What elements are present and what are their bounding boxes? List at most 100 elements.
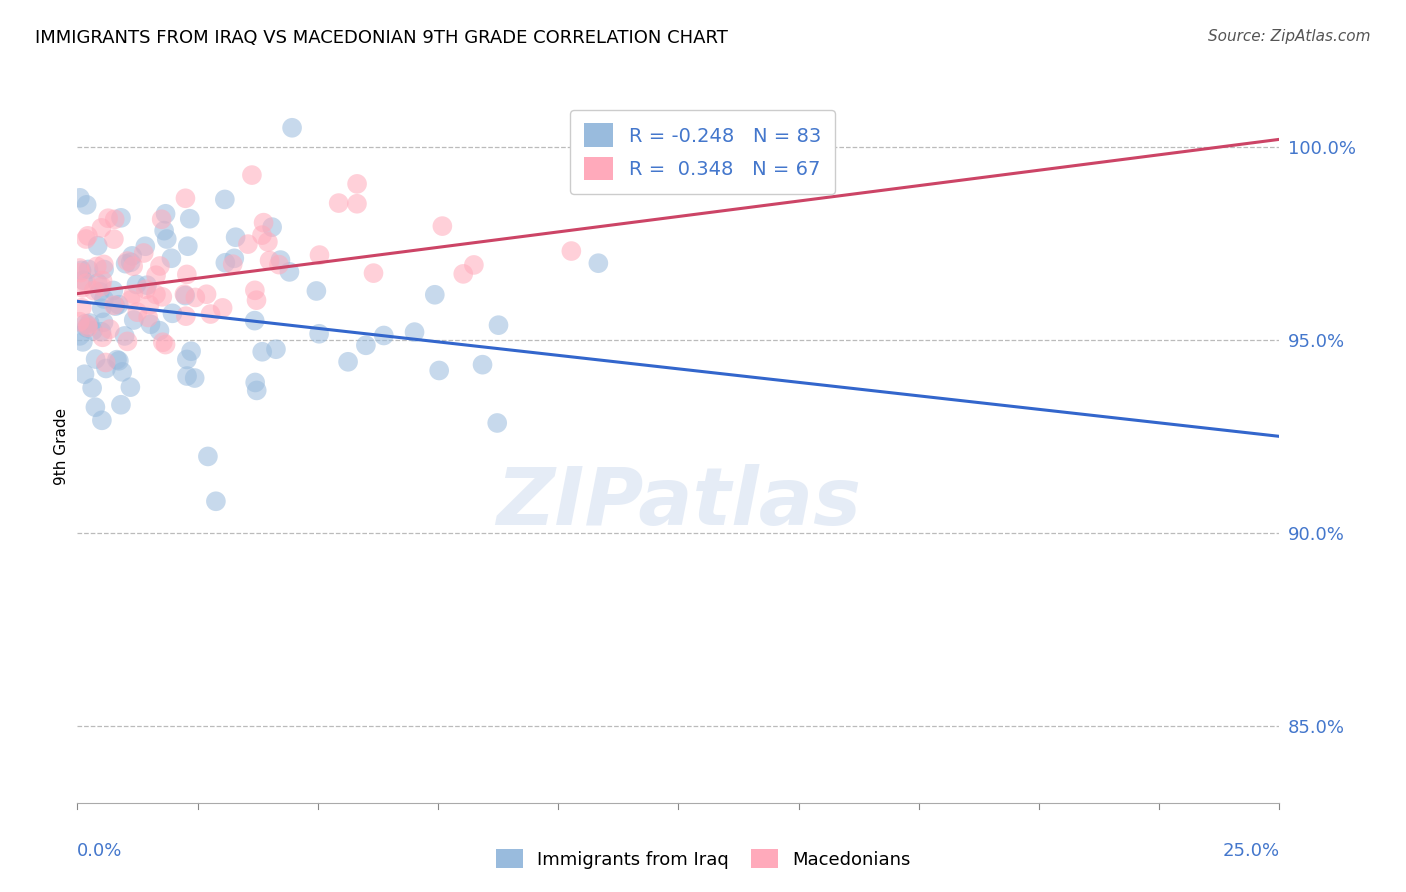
- Point: [174, 309, 197, 323]
- Point: [75, 277, 97, 291]
- Point: [346, 196, 368, 211]
- Point: [184, 290, 207, 304]
- Point: [373, 328, 395, 343]
- Point: [90, 220, 112, 235]
- Point: [84, 400, 107, 414]
- Point: [148, 324, 170, 338]
- Point: [97, 211, 120, 226]
- Point: [135, 282, 157, 296]
- Point: [114, 257, 136, 271]
- Point: [70, 301, 93, 315]
- Point: [337, 355, 360, 369]
- Point: [354, 338, 377, 352]
- Point: [89, 285, 111, 299]
- Point: [488, 318, 510, 333]
- Point: [122, 287, 145, 301]
- Point: [176, 268, 198, 282]
- Point: [156, 232, 179, 246]
- Point: [152, 335, 174, 350]
- Point: [75, 232, 97, 246]
- Point: [76, 320, 98, 334]
- Point: [149, 259, 172, 273]
- Point: [120, 380, 142, 394]
- Point: [259, 253, 281, 268]
- Point: [173, 287, 195, 301]
- Point: [120, 293, 142, 307]
- Point: [205, 494, 228, 508]
- Point: [588, 256, 610, 270]
- Point: [243, 376, 266, 390]
- Point: [104, 212, 127, 227]
- Point: [136, 310, 159, 325]
- Point: [117, 334, 139, 349]
- Text: IMMIGRANTS FROM IRAQ VS MACEDONIAN 9TH GRADE CORRELATION CHART: IMMIGRANTS FROM IRAQ VS MACEDONIAN 9TH G…: [35, 29, 728, 46]
- Point: [110, 211, 132, 225]
- Point: [243, 313, 266, 327]
- Point: [162, 306, 184, 320]
- Point: [72, 273, 94, 287]
- Point: [114, 329, 136, 343]
- Text: ZIPatlas: ZIPatlas: [496, 464, 860, 542]
- Point: [120, 255, 142, 269]
- Point: [153, 224, 176, 238]
- Point: [246, 384, 269, 398]
- Point: [104, 299, 127, 313]
- Point: [463, 258, 485, 272]
- Point: [214, 256, 236, 270]
- Point: [134, 239, 156, 253]
- Point: [83, 284, 105, 298]
- Point: [110, 398, 132, 412]
- Point: [145, 287, 167, 301]
- Point: [108, 354, 131, 368]
- Point: [103, 298, 125, 312]
- Point: [250, 344, 273, 359]
- Point: [93, 292, 115, 306]
- Point: [363, 266, 385, 280]
- Point: [94, 355, 117, 369]
- Point: [90, 301, 112, 316]
- Point: [103, 232, 125, 246]
- Point: [486, 416, 509, 430]
- Point: [90, 413, 112, 427]
- Text: Source: ZipAtlas.com: Source: ZipAtlas.com: [1208, 29, 1371, 44]
- Point: [257, 235, 280, 249]
- Point: [139, 318, 162, 332]
- Point: [432, 219, 454, 233]
- Point: [94, 361, 117, 376]
- Point: [243, 283, 266, 297]
- Point: [86, 260, 108, 274]
- Point: [267, 258, 290, 272]
- Point: [93, 262, 115, 277]
- Point: [346, 177, 368, 191]
- Point: [155, 207, 177, 221]
- Point: [236, 237, 259, 252]
- Point: [195, 287, 218, 301]
- Point: [560, 244, 582, 258]
- Point: [69, 315, 91, 329]
- Point: [308, 326, 330, 341]
- Legend: R = -0.248   N = 83, R =  0.348   N = 67: R = -0.248 N = 83, R = 0.348 N = 67: [571, 110, 835, 194]
- Point: [93, 315, 115, 329]
- Point: [176, 352, 198, 367]
- Point: [76, 198, 98, 212]
- Point: [107, 298, 129, 312]
- Point: [281, 120, 304, 135]
- Point: [264, 342, 287, 356]
- Point: [98, 322, 121, 336]
- Point: [72, 334, 94, 349]
- Point: [90, 279, 112, 293]
- Point: [105, 352, 128, 367]
- Point: [180, 344, 202, 359]
- Point: [305, 284, 328, 298]
- Text: 25.0%: 25.0%: [1222, 842, 1279, 860]
- Point: [136, 278, 159, 293]
- Point: [427, 363, 450, 377]
- Point: [69, 329, 91, 343]
- Y-axis label: 9th Grade: 9th Grade: [53, 408, 69, 484]
- Point: [72, 281, 94, 295]
- Point: [76, 318, 98, 332]
- Point: [177, 239, 200, 253]
- Point: [117, 254, 139, 268]
- Point: [122, 259, 145, 273]
- Point: [82, 381, 104, 395]
